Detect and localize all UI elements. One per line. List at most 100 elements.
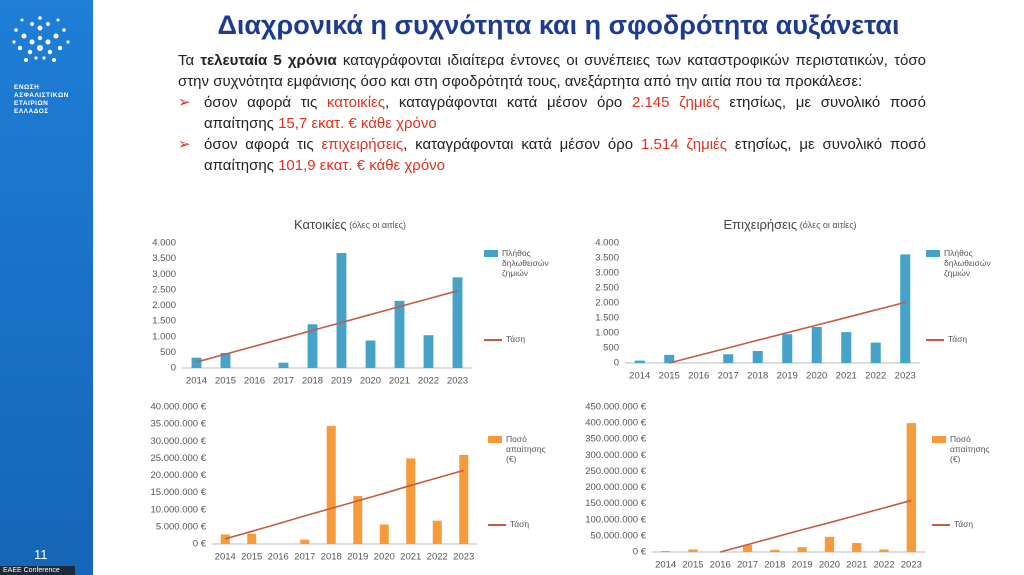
x-tick-label: 2020	[806, 371, 827, 382]
y-tick-label: 500	[603, 343, 619, 354]
y-tick-label: 300.000.000 €	[585, 450, 646, 461]
legend-item: Πλήθος δηλωθεισών ζημιών	[926, 248, 1016, 278]
x-tick-label: 2021	[400, 552, 421, 563]
y-tick-label: 5.000.000 €	[156, 521, 207, 532]
text: επιχειρήσεις	[321, 136, 404, 153]
x-tick-label: 2016	[244, 376, 265, 387]
legend-swatch	[484, 250, 498, 257]
logo	[12, 16, 70, 62]
text: κατοικίες	[326, 94, 386, 111]
legend-item: Τάση	[926, 334, 1016, 344]
x-tick-label: 2021	[836, 371, 857, 382]
y-tick-label: 3.500	[595, 253, 619, 264]
text: όσον αφορά τις	[204, 136, 322, 153]
y-tick-label: 4.000	[595, 238, 619, 249]
x-tick-label: 2017	[294, 552, 315, 563]
legend-label: Ποσό απαίτησης (€)	[506, 434, 546, 464]
bar	[423, 335, 434, 368]
y-tick-label: 4.000	[152, 238, 176, 249]
bar	[688, 549, 698, 552]
legend-item: Τάση	[932, 519, 1022, 529]
legend-label: Τάση	[948, 334, 968, 344]
x-tick-label: 2017	[718, 371, 739, 382]
chart-title-main: Κατοικίες	[294, 217, 347, 232]
legend-swatch	[926, 250, 940, 257]
trend-line	[225, 469, 464, 540]
y-tick-label: 40.000.000 €	[151, 402, 207, 413]
bar	[365, 340, 376, 368]
text: 101,9 εκατ. € κάθε χρόνο	[278, 157, 446, 174]
x-tick-label: 2020	[374, 552, 395, 563]
bar	[220, 353, 231, 368]
bar	[307, 324, 318, 368]
y-tick-label: 1.500	[152, 316, 176, 327]
x-tick-label: 2023	[895, 371, 916, 382]
legend-swatch	[932, 524, 950, 526]
legend-label: Πλήθος δηλωθεισών ζημιών	[944, 248, 991, 278]
x-tick-label: 2019	[777, 371, 798, 382]
trend-line	[720, 499, 912, 553]
trend-line	[196, 290, 458, 363]
y-tick-label: 2.000	[152, 300, 176, 311]
legend-item: Ποσό απαίτησης (€)	[488, 434, 578, 464]
bar	[278, 362, 289, 368]
text: , καταγράφονται κατά μέσον όρο	[385, 94, 632, 111]
org-line: ΕΤΑΙΡΙΩΝ	[14, 100, 49, 107]
x-tick-label: 2014	[655, 560, 676, 571]
legend-label: Τάση	[954, 519, 974, 529]
y-tick-label: 450.000.000 €	[585, 402, 646, 413]
bar	[326, 425, 336, 544]
bar	[870, 342, 881, 363]
y-tick-label: 35.000.000 €	[151, 419, 207, 430]
bar	[742, 544, 753, 552]
x-tick-label: 2016	[268, 552, 289, 563]
intro: Τα τελευταία 5 χρόνια καταγράφονται ιδια…	[178, 50, 926, 92]
x-tick-label: 2014	[629, 371, 650, 382]
y-tick-label: 400.000.000 €	[585, 418, 646, 429]
org-line: ΕΛΛΑΔΟΣ	[14, 108, 49, 115]
x-tick-label: 2022	[427, 552, 448, 563]
x-tick-label: 2015	[215, 376, 236, 387]
legend-item: Ποσό απαίτησης (€)	[932, 434, 1022, 464]
text: , καταγράφονται κατά μέσον όρο	[403, 136, 641, 153]
y-tick-label: 3.500	[152, 253, 176, 264]
bar	[247, 533, 257, 544]
bar	[220, 534, 230, 544]
bar	[452, 277, 463, 368]
y-tick-label: 3.000	[152, 269, 176, 280]
y-tick-label: 15.000.000 €	[151, 487, 207, 498]
x-tick-label: 2023	[901, 560, 922, 571]
y-tick-label: 2.500	[152, 284, 176, 295]
bar	[432, 520, 442, 544]
x-tick-label: 2015	[241, 552, 262, 563]
bar	[906, 423, 916, 552]
sidebar: ΕΝΩΣΗ ΑΣΦΑΛΙΣΤΙΚΩΝ ΕΤΑΙΡΙΩΝ ΕΛΛΑΔΟΣ 11 E…	[0, 0, 93, 575]
y-tick-label: 100.000.000 €	[585, 514, 646, 525]
x-tick-label: 2021	[846, 560, 867, 571]
bar	[191, 357, 202, 368]
x-tick-label: 2017	[273, 376, 294, 387]
y-tick-label: 250.000.000 €	[585, 466, 646, 477]
chart-title: Κατοικίες (όλες οι αιτίες)	[294, 217, 406, 232]
bar	[811, 327, 822, 363]
text: 1.514 ζημιές	[641, 136, 727, 153]
text: 15,7 εκατ. € κάθε χρόνο	[278, 115, 437, 132]
chart-title: Επιχειρήσεις (όλες οι αιτίες)	[723, 217, 856, 232]
chart-subtitle: (όλες οι αιτίες)	[349, 220, 406, 230]
legend-swatch	[488, 524, 506, 526]
text: ετησίως, με συνολικό ποσό απαίτησης	[204, 136, 927, 174]
y-tick-label: 0	[614, 358, 619, 369]
bar	[336, 253, 347, 368]
y-tick-label: 500	[160, 347, 176, 358]
text: 2.145 ζημιές	[631, 94, 720, 111]
footer: EAEE Conference	[0, 566, 75, 575]
bar	[752, 351, 763, 363]
body-text: Τα τελευταία 5 χρόνια καταγράφονται ιδια…	[178, 50, 926, 176]
x-tick-label: 2014	[215, 552, 236, 563]
text: καταγράφονται ιδιαίτερα έντονες οι συνέπ…	[178, 52, 926, 90]
legend-item: Τάση	[488, 519, 578, 529]
trend-line	[669, 301, 906, 364]
org-name: ΕΝΩΣΗ ΑΣΦΑΛΙΣΤΙΚΩΝ ΕΤΑΙΡΙΩΝ ΕΛΛΑΔΟΣ	[14, 84, 69, 116]
x-tick-label: 2016	[710, 560, 731, 571]
